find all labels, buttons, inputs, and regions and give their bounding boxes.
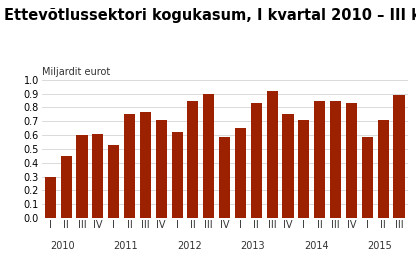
Bar	[108, 145, 119, 218]
Bar	[267, 91, 278, 218]
Bar	[45, 177, 56, 218]
Bar	[330, 101, 341, 218]
Bar	[282, 114, 294, 218]
Bar	[92, 134, 104, 218]
Bar	[298, 120, 310, 218]
Bar	[314, 101, 325, 218]
Bar	[378, 120, 389, 218]
Bar	[77, 135, 87, 218]
Bar	[61, 156, 72, 218]
Bar	[140, 112, 151, 218]
Bar	[203, 94, 214, 218]
Text: Ettevõtlussektori kogukasum, I kvartal 2010 – III kvartal 2015: Ettevõtlussektori kogukasum, I kvartal 2…	[4, 8, 416, 23]
Bar	[187, 101, 198, 218]
Bar	[235, 128, 246, 218]
Bar	[346, 103, 357, 218]
Text: 2015: 2015	[367, 241, 392, 251]
Text: 2014: 2014	[304, 241, 329, 251]
Text: Miljardit eurot: Miljardit eurot	[42, 67, 110, 77]
Bar	[251, 103, 262, 218]
Text: 2011: 2011	[114, 241, 139, 251]
Bar	[124, 114, 135, 218]
Bar	[156, 120, 167, 218]
Text: 2012: 2012	[177, 241, 202, 251]
Text: 2013: 2013	[240, 241, 265, 251]
Bar	[171, 132, 183, 218]
Bar	[394, 95, 404, 218]
Bar	[219, 136, 230, 218]
Text: 2010: 2010	[50, 241, 75, 251]
Bar	[362, 136, 373, 218]
